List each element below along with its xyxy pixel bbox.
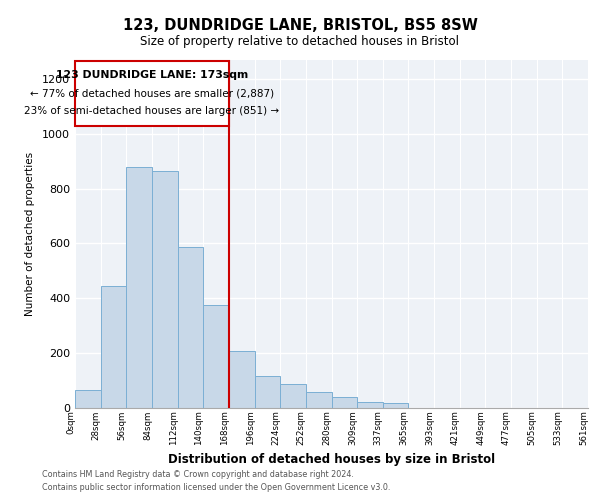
Text: Contains HM Land Registry data © Crown copyright and database right 2024.: Contains HM Land Registry data © Crown c…	[42, 470, 354, 479]
Bar	[306, 392, 331, 407]
Bar	[152, 171, 178, 408]
Bar	[229, 352, 254, 408]
Text: 123 DUNDRIDGE LANE: 173sqm: 123 DUNDRIDGE LANE: 173sqm	[56, 70, 248, 80]
Bar	[280, 384, 306, 407]
Bar	[75, 390, 101, 407]
Text: 123, DUNDRIDGE LANE, BRISTOL, BS5 8SW: 123, DUNDRIDGE LANE, BRISTOL, BS5 8SW	[122, 18, 478, 32]
Text: Contains public sector information licensed under the Open Government Licence v3: Contains public sector information licen…	[42, 483, 391, 492]
Bar	[331, 396, 357, 407]
Text: Size of property relative to detached houses in Bristol: Size of property relative to detached ho…	[140, 35, 460, 48]
X-axis label: Distribution of detached houses by size in Bristol: Distribution of detached houses by size …	[168, 454, 495, 466]
Text: 23% of semi-detached houses are larger (851) →: 23% of semi-detached houses are larger (…	[25, 106, 280, 116]
Bar	[178, 248, 203, 408]
Bar	[254, 376, 280, 408]
FancyBboxPatch shape	[75, 62, 229, 126]
Bar	[203, 305, 229, 408]
Text: ← 77% of detached houses are smaller (2,887): ← 77% of detached houses are smaller (2,…	[30, 88, 274, 99]
Bar	[383, 404, 409, 407]
Bar	[127, 166, 152, 408]
Bar	[101, 286, 127, 408]
Bar	[357, 402, 383, 407]
Y-axis label: Number of detached properties: Number of detached properties	[25, 152, 35, 316]
